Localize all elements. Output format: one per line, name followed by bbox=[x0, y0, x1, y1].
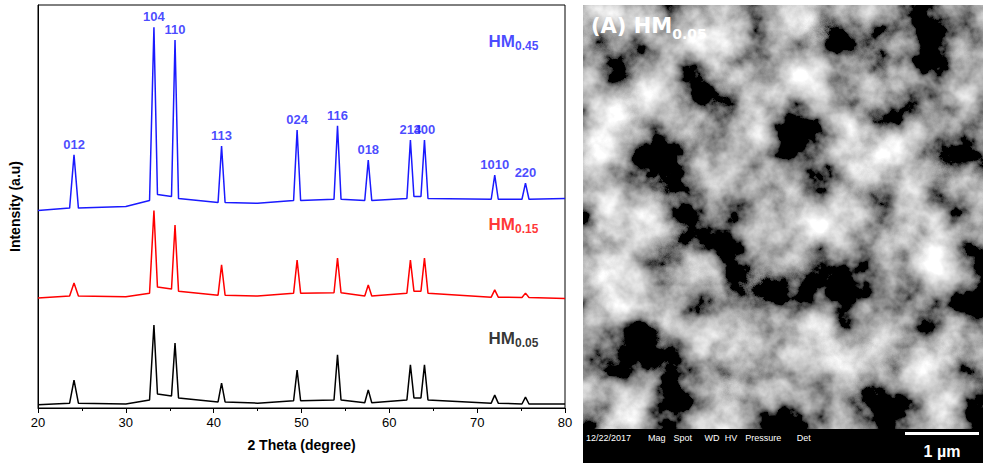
svg-text:0.05: 0.05 bbox=[515, 336, 539, 350]
svg-text:60: 60 bbox=[382, 415, 396, 430]
svg-text:0.45: 0.45 bbox=[515, 39, 539, 53]
svg-text:Intensity (a.u): Intensity (a.u) bbox=[7, 161, 23, 252]
svg-text:HM: HM bbox=[489, 32, 515, 51]
svg-text:300: 300 bbox=[414, 122, 436, 137]
svg-text:024: 024 bbox=[286, 112, 308, 127]
svg-text:Mag: Mag bbox=[648, 433, 666, 443]
svg-text:80: 80 bbox=[558, 415, 572, 430]
svg-text:220: 220 bbox=[515, 165, 537, 180]
svg-text:Spot: Spot bbox=[674, 433, 693, 443]
svg-text:018: 018 bbox=[357, 142, 379, 157]
svg-text:113: 113 bbox=[211, 128, 232, 143]
svg-text:70: 70 bbox=[470, 415, 484, 430]
svg-text:104: 104 bbox=[143, 9, 165, 24]
svg-text:50: 50 bbox=[294, 415, 308, 430]
svg-text:30: 30 bbox=[119, 415, 133, 430]
svg-text:116: 116 bbox=[327, 108, 348, 123]
svg-text:12/22/2017: 12/22/2017 bbox=[586, 433, 631, 443]
svg-text:HV: HV bbox=[725, 433, 738, 443]
svg-text:214: 214 bbox=[399, 122, 422, 137]
svg-text:110: 110 bbox=[165, 22, 186, 37]
svg-text:40: 40 bbox=[206, 415, 220, 430]
svg-text:1 µm: 1 µm bbox=[924, 443, 961, 460]
svg-text:HM: HM bbox=[489, 329, 515, 348]
svg-text:012: 012 bbox=[63, 137, 85, 152]
svg-text:Pressure: Pressure bbox=[745, 433, 781, 443]
svg-text:1010: 1010 bbox=[480, 157, 509, 172]
svg-text:0.15: 0.15 bbox=[515, 222, 539, 236]
svg-text:Det: Det bbox=[797, 433, 812, 443]
svg-text:HM: HM bbox=[489, 215, 515, 234]
svg-text:WD: WD bbox=[704, 433, 719, 443]
svg-text:(A) HM0.05: (A) HM0.05 bbox=[591, 14, 707, 42]
svg-text:20: 20 bbox=[31, 415, 45, 430]
svg-text:2 Theta (degree): 2 Theta (degree) bbox=[247, 437, 355, 453]
